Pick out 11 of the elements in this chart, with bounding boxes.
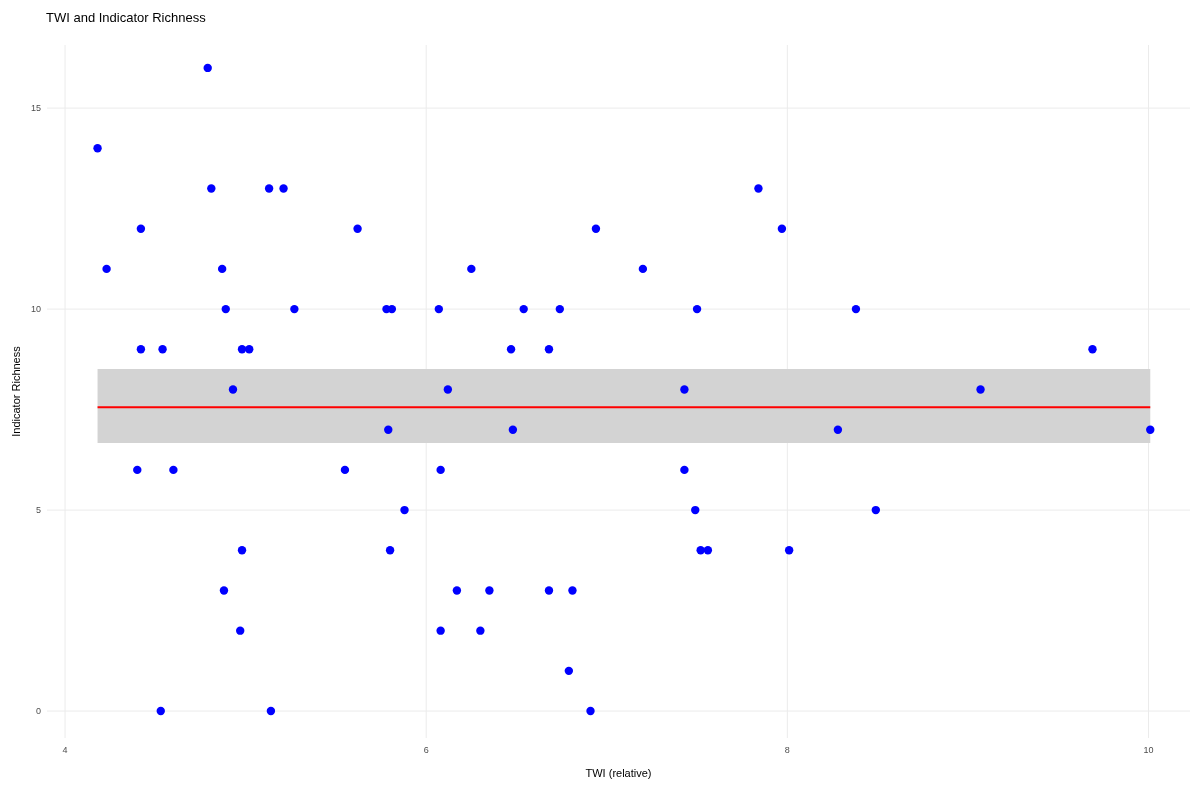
- y-tick-label: 10: [30, 304, 41, 315]
- x-tick-label: 4: [62, 745, 68, 755]
- y-tick-label: 5: [35, 505, 41, 516]
- y-tick-label: 15: [30, 103, 41, 114]
- y-tick-label: 0: [35, 706, 41, 717]
- x-tick-label: 8: [784, 745, 790, 755]
- chart-title: TWI and Indicator Richness: [46, 10, 207, 25]
- x-tick-label: 10: [1143, 745, 1154, 755]
- x-axis-title: TWI (relative): [585, 767, 652, 779]
- x-tick-label: 6: [423, 745, 429, 755]
- y-axis-title: Indicator Richness: [10, 345, 22, 437]
